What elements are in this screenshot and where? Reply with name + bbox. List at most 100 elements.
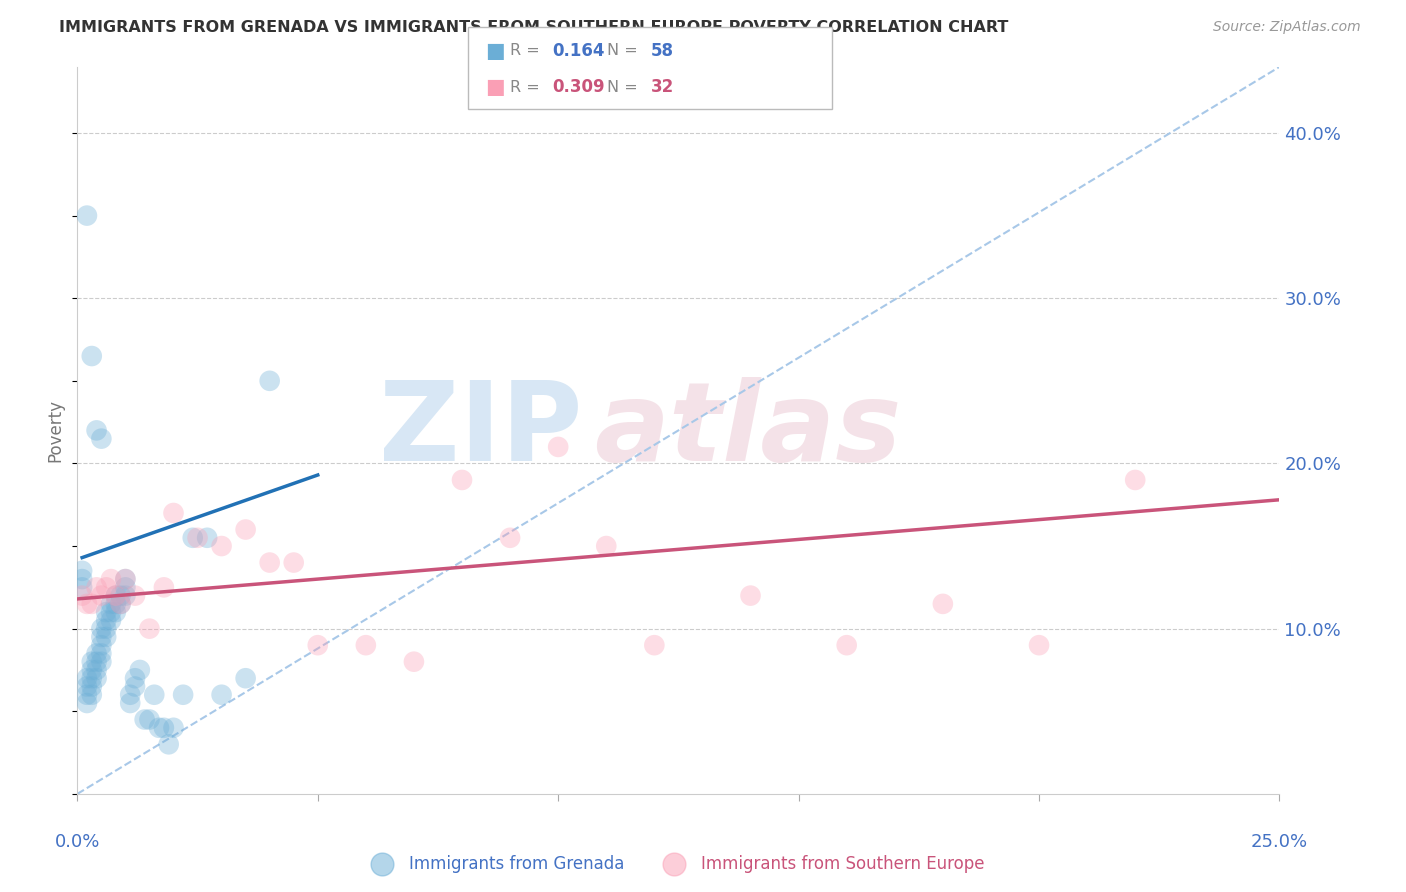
Y-axis label: Poverty: Poverty (46, 399, 65, 462)
Point (402, 655, 425, 669)
Text: N =: N = (607, 43, 644, 58)
Point (157, 737, 180, 751)
Point (104, 605, 127, 619)
Point (110, 589, 132, 603)
Point (100, 597, 122, 611)
Text: ■: ■ (485, 78, 505, 97)
Text: 0.164: 0.164 (553, 42, 605, 60)
Point (153, 721, 176, 735)
Point (90, 630, 112, 644)
Point (499, 531, 522, 545)
Text: 58: 58 (651, 42, 673, 60)
Point (96, 614, 118, 628)
Point (76, 696, 98, 710)
Point (110, 597, 132, 611)
Point (86, 671, 108, 685)
Legend: Immigrants from Grenada, Immigrants from Southern Europe: Immigrants from Grenada, Immigrants from… (359, 848, 991, 880)
Point (835, 638, 858, 652)
Point (90, 622, 112, 636)
Point (148, 721, 170, 735)
Point (80, 349, 103, 363)
Text: IMMIGRANTS FROM GRENADA VS IMMIGRANTS FROM SOUTHERN EUROPE POVERTY CORRELATION C: IMMIGRANTS FROM GRENADA VS IMMIGRANTS FR… (59, 20, 1008, 35)
Point (124, 680, 146, 694)
Text: 0.0%: 0.0% (55, 833, 100, 851)
Point (643, 638, 665, 652)
Point (70, 564, 93, 578)
Point (96, 630, 118, 644)
Point (104, 597, 127, 611)
Point (86, 647, 108, 661)
Point (76, 597, 98, 611)
Point (100, 614, 122, 628)
Point (932, 597, 955, 611)
Point (80, 655, 103, 669)
Point (451, 473, 474, 487)
Point (80, 663, 103, 677)
Point (138, 622, 160, 636)
Point (259, 374, 281, 388)
Point (128, 663, 150, 677)
Point (134, 713, 156, 727)
Point (104, 589, 127, 603)
Point (283, 556, 305, 570)
Point (90, 638, 112, 652)
Point (114, 580, 136, 594)
Point (114, 589, 136, 603)
Point (124, 671, 146, 685)
Point (153, 580, 176, 594)
Point (76, 671, 98, 685)
Text: ■: ■ (485, 40, 505, 61)
Text: Source: ZipAtlas.com: Source: ZipAtlas.com (1213, 20, 1361, 34)
Point (76, 680, 98, 694)
Point (187, 531, 209, 545)
Point (181, 531, 204, 545)
Point (595, 539, 617, 553)
Point (76, 688, 98, 702)
Point (1123, 473, 1146, 487)
Point (90, 589, 112, 603)
Point (86, 655, 108, 669)
Point (211, 688, 233, 702)
Point (740, 589, 762, 603)
Point (90, 655, 112, 669)
Point (76, 209, 98, 223)
Point (235, 523, 257, 537)
Point (96, 622, 118, 636)
Point (96, 580, 118, 594)
Point (80, 671, 103, 685)
Point (162, 506, 184, 520)
Text: N =: N = (607, 80, 644, 95)
Point (96, 605, 118, 619)
Point (307, 638, 329, 652)
Point (90, 647, 112, 661)
Point (195, 531, 218, 545)
Point (162, 721, 184, 735)
Point (259, 556, 281, 570)
Point (124, 589, 146, 603)
Point (80, 688, 103, 702)
Point (1028, 638, 1050, 652)
Point (90, 432, 112, 446)
Point (211, 539, 233, 553)
Point (114, 572, 136, 586)
Text: R =: R = (510, 80, 546, 95)
Point (80, 680, 103, 694)
Point (80, 597, 103, 611)
Point (110, 597, 132, 611)
Text: 32: 32 (651, 78, 675, 96)
Text: 25.0%: 25.0% (1251, 833, 1308, 851)
Point (104, 589, 127, 603)
Point (235, 671, 257, 685)
Point (114, 572, 136, 586)
Point (120, 688, 142, 702)
Point (100, 605, 122, 619)
Point (100, 572, 122, 586)
Point (86, 580, 108, 594)
Point (70, 589, 93, 603)
Point (354, 638, 377, 652)
Point (172, 688, 194, 702)
Point (70, 572, 93, 586)
Point (143, 688, 166, 702)
Text: R =: R = (510, 43, 546, 58)
Point (70, 580, 93, 594)
